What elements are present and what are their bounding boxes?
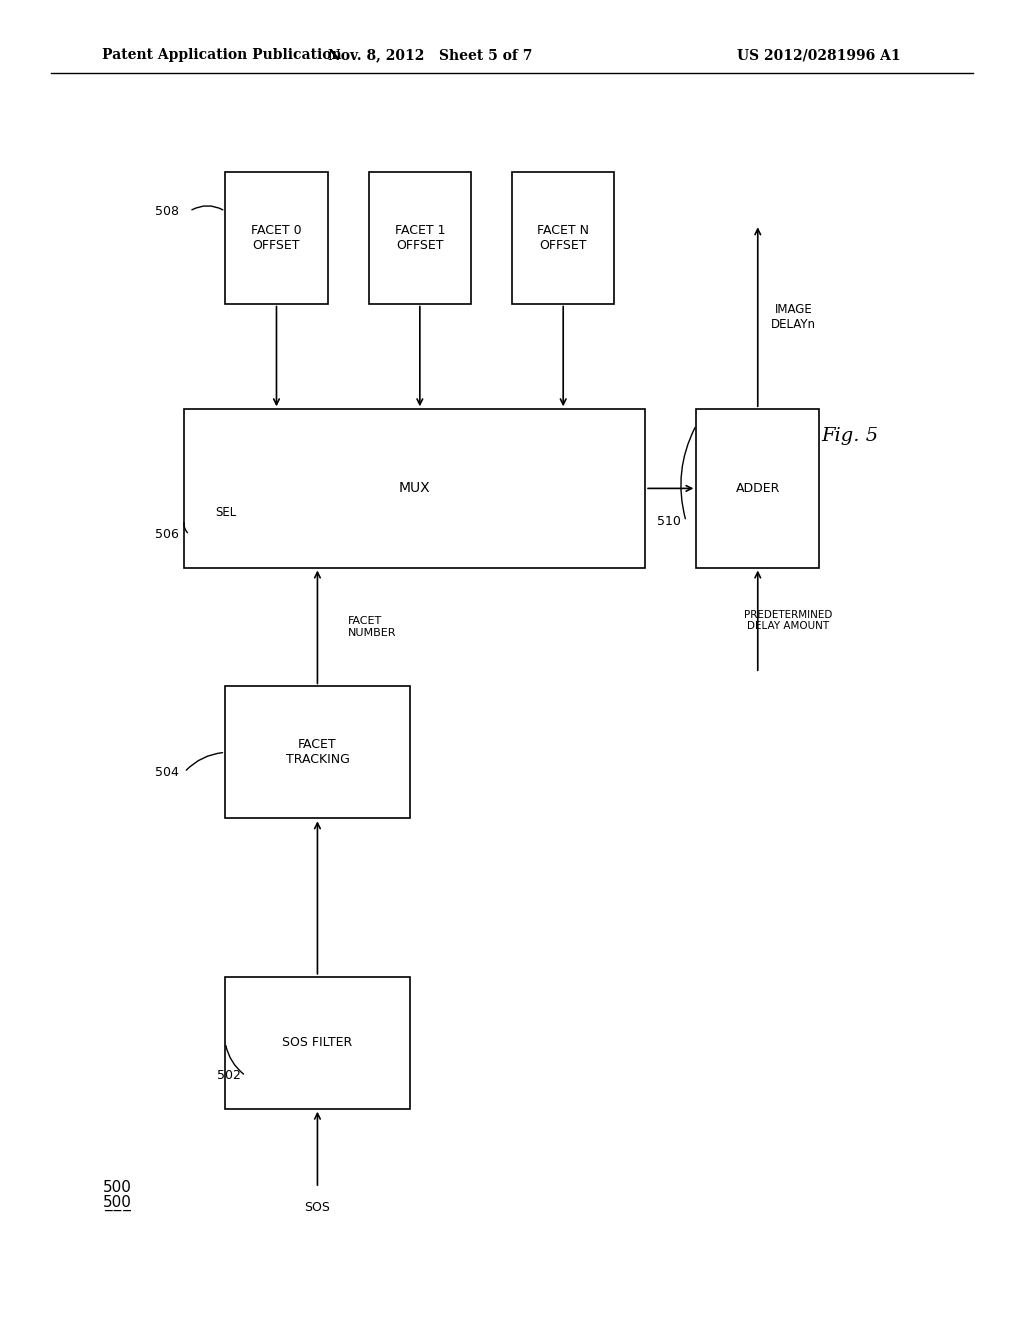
Text: PREDETERMINED
DELAY AMOUNT: PREDETERMINED DELAY AMOUNT bbox=[744, 610, 833, 631]
FancyBboxPatch shape bbox=[225, 977, 410, 1109]
FancyBboxPatch shape bbox=[512, 172, 614, 304]
Text: Nov. 8, 2012   Sheet 5 of 7: Nov. 8, 2012 Sheet 5 of 7 bbox=[328, 49, 532, 62]
Text: Patent Application Publication: Patent Application Publication bbox=[102, 49, 342, 62]
Text: 5̲0̲0̲: 5̲0̲0̲ bbox=[102, 1195, 131, 1210]
Text: Fig. 5: Fig. 5 bbox=[821, 426, 879, 445]
Text: FACET 0
OFFSET: FACET 0 OFFSET bbox=[251, 223, 302, 252]
Text: SOS: SOS bbox=[304, 1201, 331, 1214]
FancyBboxPatch shape bbox=[696, 409, 819, 568]
Text: US 2012/0281996 A1: US 2012/0281996 A1 bbox=[737, 49, 901, 62]
Text: FACET 1
OFFSET: FACET 1 OFFSET bbox=[394, 223, 445, 252]
Text: SOS FILTER: SOS FILTER bbox=[283, 1036, 352, 1049]
FancyBboxPatch shape bbox=[225, 686, 410, 818]
Text: ADDER: ADDER bbox=[735, 482, 780, 495]
Text: FACET
NUMBER: FACET NUMBER bbox=[348, 616, 396, 638]
Text: MUX: MUX bbox=[399, 482, 430, 495]
Text: 510: 510 bbox=[657, 515, 681, 528]
Text: FACET N
OFFSET: FACET N OFFSET bbox=[538, 223, 589, 252]
Text: FACET
TRACKING: FACET TRACKING bbox=[286, 738, 349, 767]
Text: 502: 502 bbox=[217, 1069, 241, 1082]
Text: 508: 508 bbox=[156, 205, 179, 218]
Text: 500: 500 bbox=[102, 1180, 131, 1196]
FancyBboxPatch shape bbox=[184, 409, 645, 568]
Text: 506: 506 bbox=[156, 528, 179, 541]
FancyBboxPatch shape bbox=[225, 172, 328, 304]
Text: IMAGE
DELAYn: IMAGE DELAYn bbox=[771, 302, 816, 331]
Text: 504: 504 bbox=[156, 766, 179, 779]
FancyBboxPatch shape bbox=[369, 172, 471, 304]
Text: SEL: SEL bbox=[215, 506, 237, 519]
